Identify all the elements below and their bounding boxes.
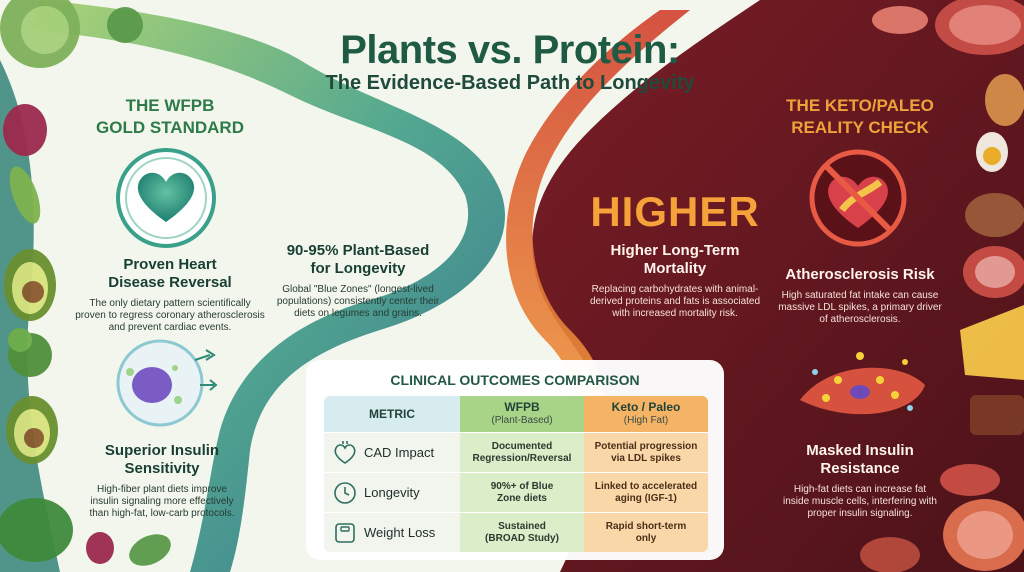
blocked-heart-icon-art [809,149,907,247]
table-row: Longevity 90%+ of Blue Zone diets Linked… [324,472,708,512]
page-subtitle: The Evidence-Based Path to Longevity [325,72,695,94]
heart-icon-art [116,148,216,248]
muscle-fat-icon [796,348,926,418]
table-title: CLINICAL OUTCOMES COMPARISON [390,372,640,388]
heart-icon [118,150,214,246]
heart-reversal-body-1: The only dietary pattern scientifically [89,298,251,309]
plant-based-longevity-card: 90-95% Plant-Based for Longevity Global … [258,242,458,320]
keto-heading: THE KETO/PALEO REALITY CHECK [760,95,960,139]
wfpb-cell: 90%+ of Blue Zone diets [460,472,584,512]
masked-insulin-body-1: High-fat diets can increase fat [793,484,927,495]
atherosclerosis-body-1: High saturated fat intake can cause [781,290,939,301]
keto-cell-line1: Rapid short-term [605,520,687,532]
clock-icon [334,481,356,504]
mortality-body-1: Replacing carbohydrates with animal- [591,284,759,295]
wfpb-heading: THE WFPB GOLD STANDARD [70,95,270,139]
insulin-sensitivity-title-1: Superior Insulin [104,442,220,459]
mortality-body-2: derived proteins and fats is associated [589,296,761,307]
table-row: Weight Loss Sustained (BROAD Study) Rapi… [324,512,708,552]
masked-insulin-body-2: inside muscle cells, interfering with [783,496,937,507]
masked-insulin-title-1: Masked Insulin [806,442,914,459]
table-header-row: METRIC WFPB (Plant-Based) Keto / Paleo (… [324,396,708,432]
longevity-title-1: 90-95% Plant-Based [286,242,430,259]
masked-insulin-card: Masked Insulin Resistance High-fat diets… [760,442,960,520]
mortality-body-3: with increased mortality risk. [612,308,738,319]
header-metric: METRIC [324,396,460,432]
keto-cell: Rapid short-term only [584,512,708,552]
longevity-title-2: for Longevity [310,260,406,277]
wfpb-cell-line1: Documented [491,440,553,452]
keto-heading-line2: REALITY CHECK [791,118,929,137]
wfpb-cell-line1: 90%+ of Blue [490,480,554,492]
longevity-body-1: Global "Blue Zones" (longest-lived [282,284,434,295]
keto-cell-line1: Potential progression [594,440,698,452]
atherosclerosis-body-3: of atherosclerosis. [819,314,901,325]
header-keto-label: Keto / Paleo [611,400,681,414]
metric-cell: CAD Impact [324,432,460,472]
wfpb-cell-line1: Sustained [498,520,546,532]
atherosclerosis-card: Atherosclerosis Risk High saturated fat … [760,266,960,326]
atherosclerosis-body-2: massive LDL spikes, a primary driver [778,302,942,313]
metric-cell: Weight Loss [324,512,460,552]
keto-cell-line2: aging (IGF-1) [615,492,677,504]
wfpb-cell-line2: Zone diets [496,492,547,504]
wfpb-cell-line2: Regression/Reversal [472,452,572,464]
header-wfpb: WFPB (Plant-Based) [460,396,584,432]
wfpb-heading-line2: GOLD STANDARD [96,118,244,137]
longevity-body-2: populations) consistently center their [276,296,440,307]
insulin-sensitivity-body-1: High-fiber plant diets improve [96,484,228,495]
heart-reversal-card: Proven Heart Disease Reversal The only d… [70,256,270,334]
insulin-sensitivity-card: Superior Insulin Sensitivity High-fiber … [62,442,262,520]
wfpb-cell-line2: (BROAD Study) [485,532,559,544]
mortality-title-1: Higher Long-Term [610,242,740,259]
keto-cell-line1: Linked to accelerated [594,480,698,492]
keto-cell-line2: only [635,532,657,544]
muscle-fat-icon-art [800,352,925,415]
page-title: Plants vs. Protein: [340,28,680,72]
header-keto-sub: (High Fat) [623,415,669,426]
cell-icon [118,341,202,425]
heart-reversal-title-1: Proven Heart [123,256,217,273]
wfpb-heading-line1: THE WFPB [125,96,215,115]
header-wfpb-sub: (Plant-Based) [491,415,553,426]
header-keto: Keto / Paleo (High Fat) [584,396,708,432]
keto-cell: Potential progression via LDL spikes [584,432,708,472]
heart-reversal-title-2: Disease Reversal [108,274,232,291]
heart-reversal-body-3: and prevent cardiac events. [108,322,232,333]
wfpb-cell: Sustained (BROAD Study) [460,512,584,552]
heart-anatomy-icon [334,440,356,464]
blocked-heart-icon [810,150,906,246]
metric-label: Longevity [364,485,420,500]
masked-insulin-body-3: proper insulin signaling. [807,508,913,519]
mortality-card: Higher Long-Term Mortality Replacing car… [570,242,780,320]
mortality-title-2: Mortality [643,260,707,277]
metric-label: Weight Loss [364,525,436,540]
longevity-body-3: diets on legumes and grains. [294,308,422,319]
insulin-sensitivity-body-2: insulin signaling more effectively [90,496,234,507]
cell-icon-art [116,339,218,427]
left-teal-ribbon [30,0,505,572]
heart-reversal-body-2: proven to regress coronary atheroscleros… [75,310,265,321]
comparison-table: METRIC WFPB (Plant-Based) Keto / Paleo (… [324,396,708,552]
insulin-sensitivity-body-3: than high-fat, low-carb protocols. [89,508,235,519]
scale-icon [335,522,355,543]
right-meats [860,0,1024,572]
left-vegetables [0,0,171,566]
atherosclerosis-title: Atherosclerosis Risk [785,266,935,283]
masked-insulin-title-2: Resistance [820,460,900,477]
keto-cell-line2: via LDL spikes [611,452,681,464]
metric-label: CAD Impact [364,445,435,460]
header-wfpb-label: WFPB [504,400,540,414]
keto-heading-line1: THE KETO/PALEO [786,96,934,115]
insulin-sensitivity-title-2: Sensitivity [124,460,200,477]
right-orange-ribbon [506,10,690,440]
table-row: CAD Impact Documented Regression/Reversa… [324,432,708,472]
keto-cell: Linked to accelerated aging (IGF-1) [584,472,708,512]
metric-cell: Longevity [324,472,460,512]
higher-label: HIGHER [590,188,760,235]
wfpb-cell: Documented Regression/Reversal [460,432,584,472]
